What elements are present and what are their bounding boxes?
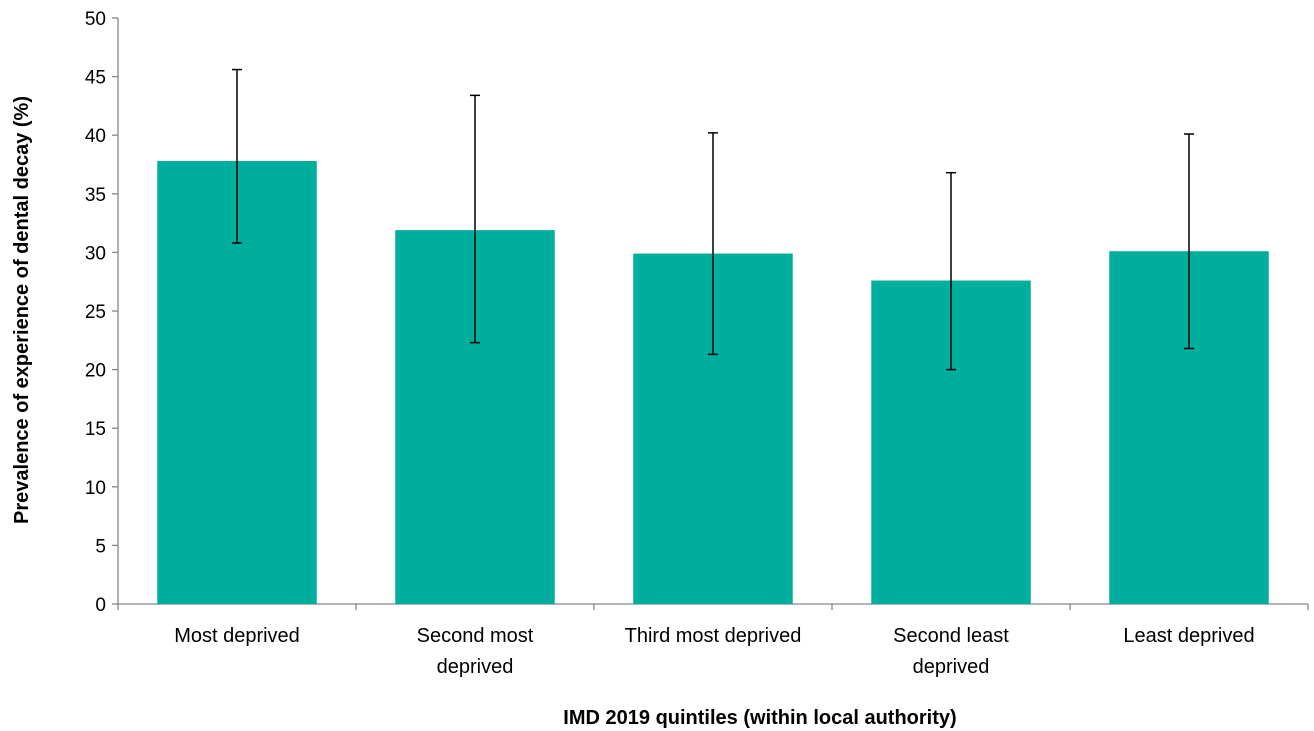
y-tick-label: 30 — [85, 243, 106, 264]
x-axis-title: IMD 2019 quintiles (within local authori… — [563, 707, 956, 729]
x-category-label: Second most — [417, 625, 534, 647]
y-tick-label: 25 — [85, 302, 106, 323]
x-category-label: Third most deprived — [625, 625, 802, 647]
y-tick-label: 45 — [85, 68, 106, 89]
x-category-label: Most deprived — [174, 625, 300, 647]
y-tick-label: 50 — [85, 9, 106, 30]
y-tick-label: 5 — [95, 536, 106, 557]
y-tick-label: 40 — [85, 126, 106, 147]
y-tick-label: 10 — [85, 478, 106, 499]
y-tick-label: 15 — [85, 419, 106, 440]
x-category-label: deprived — [437, 656, 514, 678]
x-category-label: Second least — [893, 625, 1009, 647]
x-category-label: deprived — [913, 656, 990, 678]
x-category-label: Least deprived — [1123, 625, 1254, 647]
y-tick-label: 35 — [85, 185, 106, 206]
y-tick-label: 20 — [85, 361, 106, 382]
y-tick-label: 0 — [95, 595, 106, 616]
y-axis-title: Prevalence of experience of dental decay… — [11, 96, 33, 524]
